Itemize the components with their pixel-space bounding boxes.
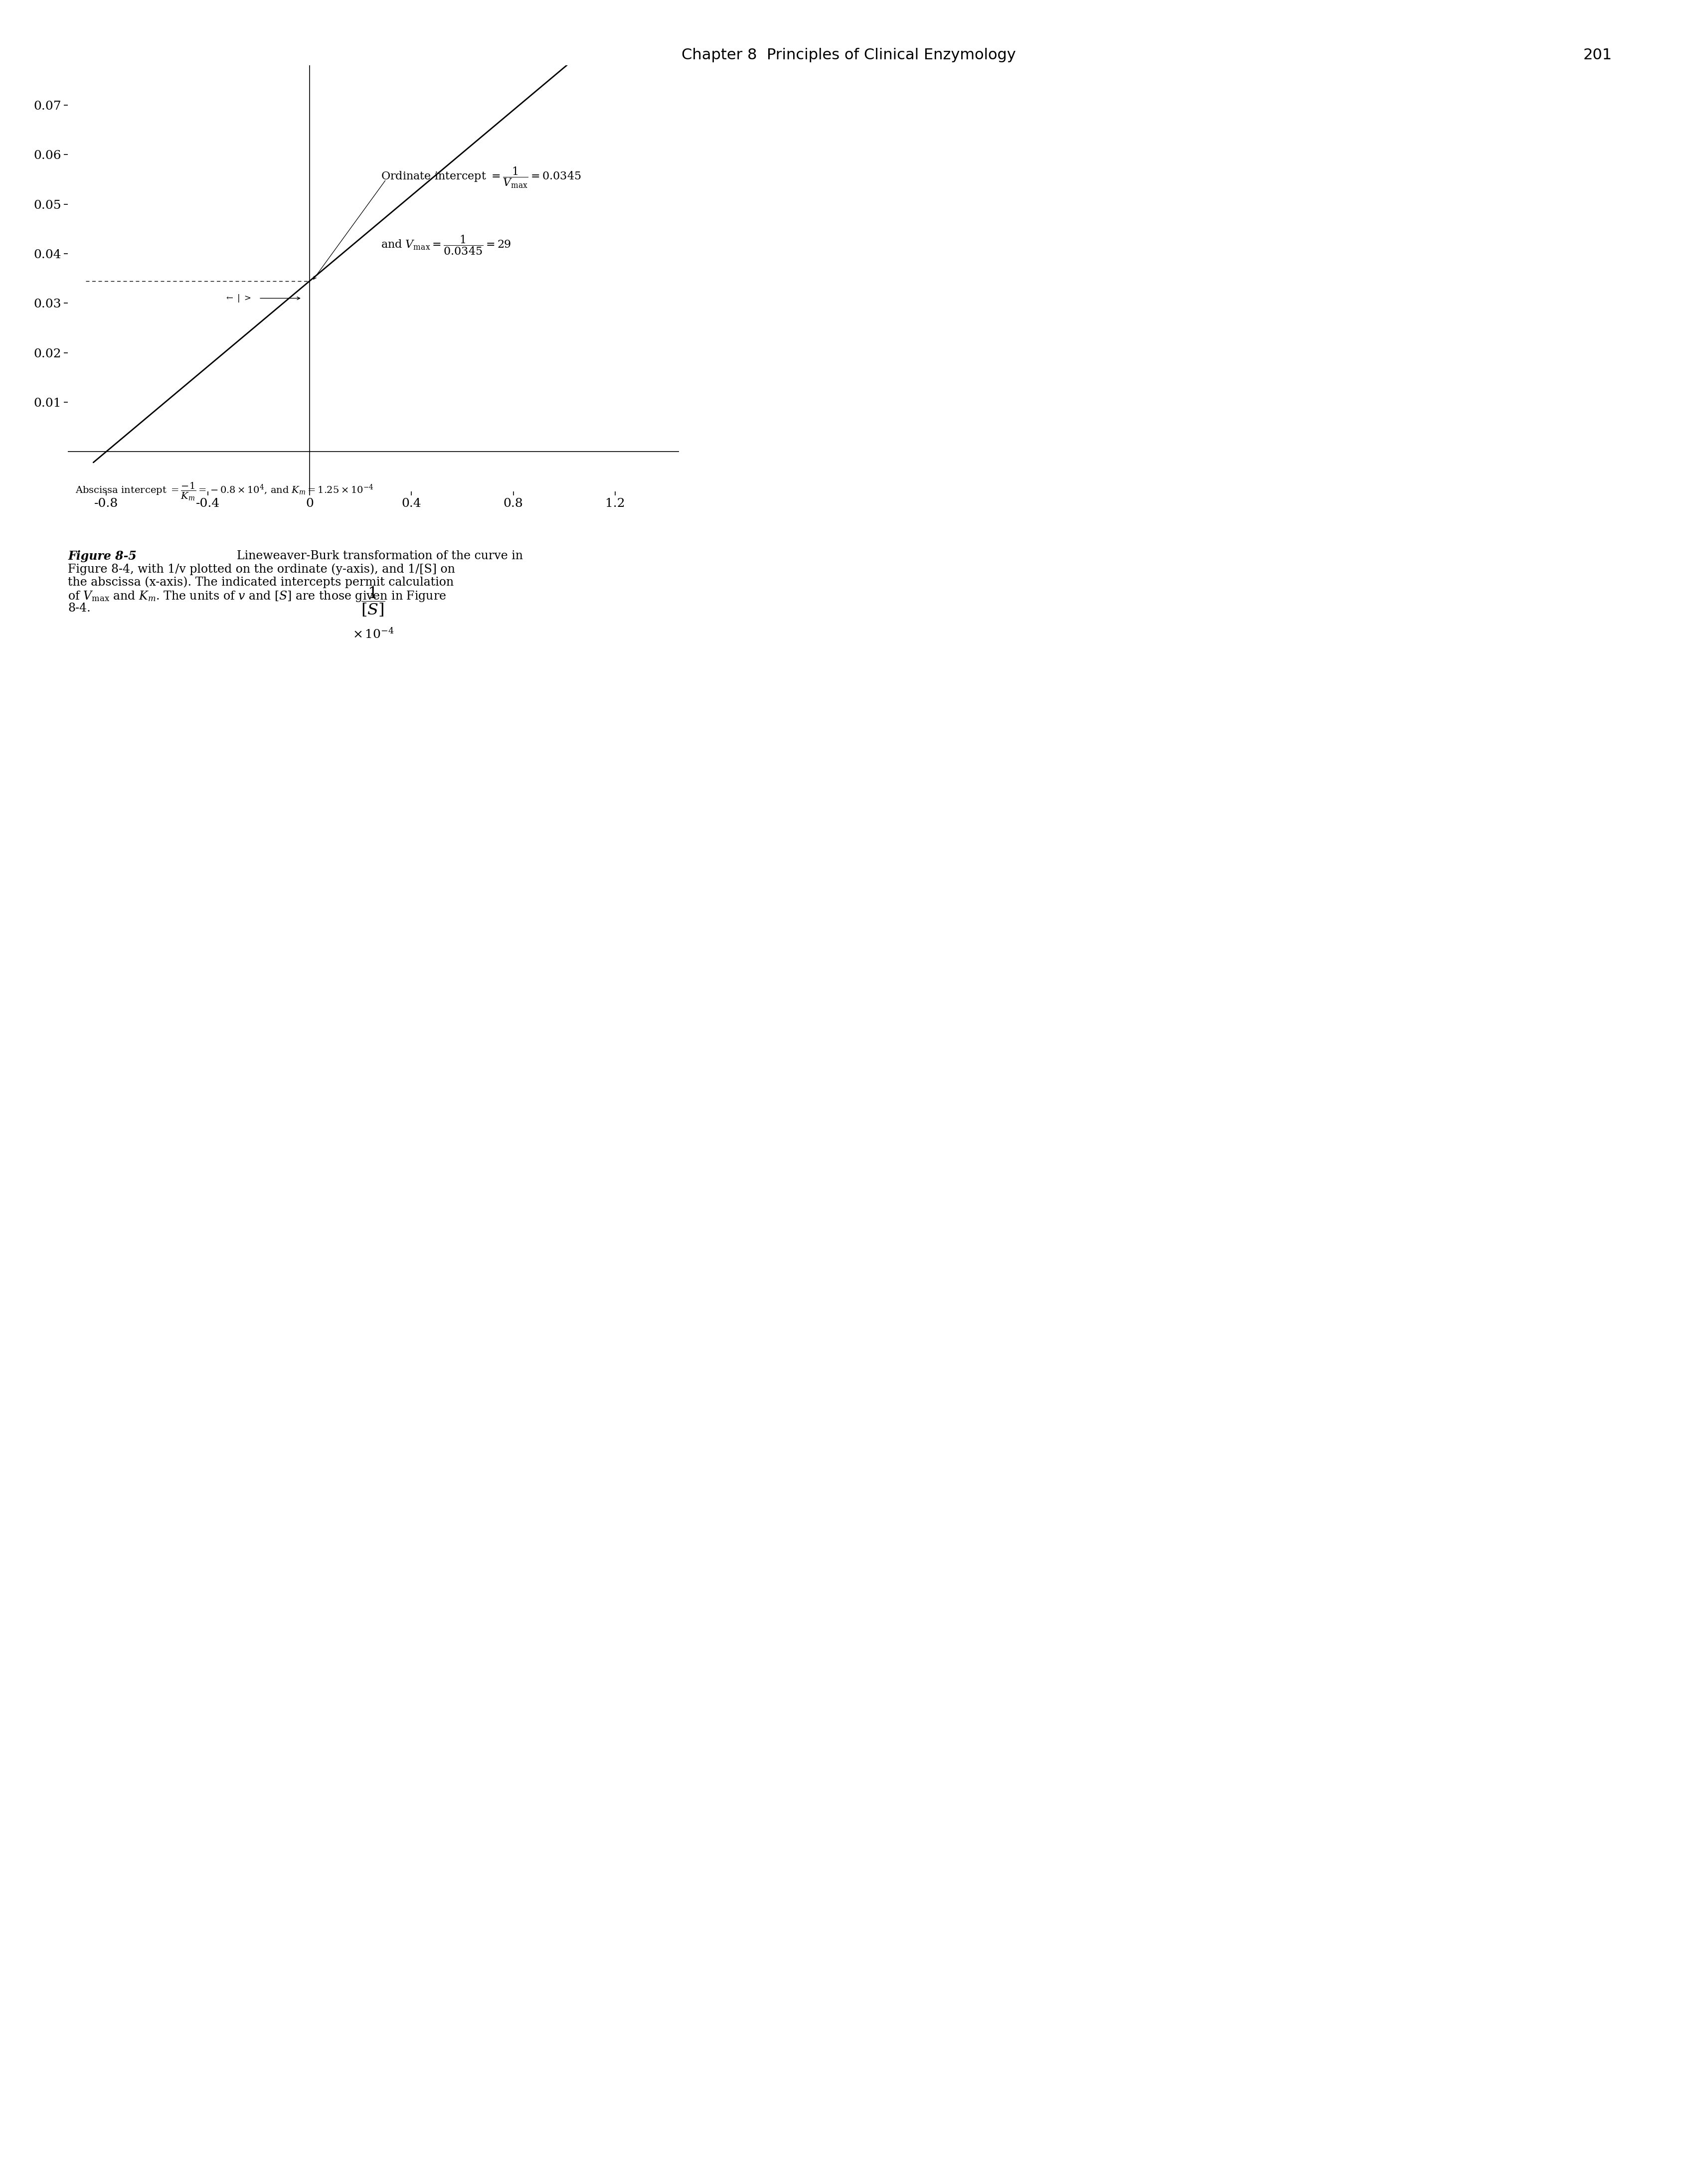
Text: $\times\,10^{-4}$: $\times\,10^{-4}$ (353, 627, 394, 640)
Text: 8-4.: 8-4. (68, 603, 90, 614)
Text: and $V_{\rm max} = \dfrac{1}{0.0345} = 29$: and $V_{\rm max} = \dfrac{1}{0.0345} = 2… (380, 234, 511, 256)
Text: 201: 201 (1583, 48, 1612, 63)
Text: Figure 8-4, with 1/v plotted on the ordinate (y-axis), and 1/[S] on: Figure 8-4, with 1/v plotted on the ordi… (68, 563, 455, 574)
Text: the abscissa (x-axis). The indicated intercepts permit calculation: the abscissa (x-axis). The indicated int… (68, 577, 453, 587)
Text: Abscissa intercept $= \dfrac{-1}{K_m} = -0.8 \times 10^{4}$, and $K_m = 1.25 \ti: Abscissa intercept $= \dfrac{-1}{K_m} = … (75, 480, 373, 502)
Text: Ordinate intercept $= \dfrac{1}{V_{\rm max}} = 0.0345$: Ordinate intercept $= \dfrac{1}{V_{\rm m… (380, 166, 582, 190)
Text: Chapter 8  Principles of Clinical Enzymology: Chapter 8 Principles of Clinical Enzymol… (680, 48, 1017, 63)
Text: Lineweaver-Burk transformation of the curve in: Lineweaver-Burk transformation of the cu… (229, 550, 523, 561)
Text: of $V_{\rm max}$ and $K_m$. The units of $v$ and $[S]$ are those given in Figure: of $V_{\rm max}$ and $K_m$. The units of… (68, 590, 446, 603)
Text: $\dfrac{1}{[S]}$: $\dfrac{1}{[S]}$ (361, 585, 385, 618)
Text: Figure 8-5: Figure 8-5 (68, 550, 137, 561)
Text: $\leftarrow$ | $>$: $\leftarrow$ | $>$ (224, 293, 251, 304)
